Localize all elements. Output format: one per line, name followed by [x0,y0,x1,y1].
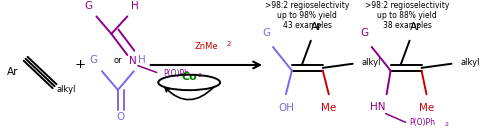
Text: alkyl: alkyl [56,85,76,94]
Text: G: G [90,55,98,65]
Text: 43 examples: 43 examples [283,21,332,30]
Text: H: H [132,1,139,11]
Text: Me: Me [419,103,434,113]
Text: 38 examples: 38 examples [382,21,432,30]
Text: O: O [116,112,125,122]
Text: Ar: Ar [311,22,322,32]
Text: Me: Me [321,103,336,113]
Text: alkyl: alkyl [460,58,480,67]
Text: OH: OH [278,103,294,113]
Text: G: G [84,1,92,11]
Text: >98:2 regioselectivity: >98:2 regioselectivity [265,1,349,10]
Text: P(O)Ph: P(O)Ph [410,118,436,127]
Text: Co: Co [182,72,197,82]
Text: alkyl: alkyl [362,58,381,67]
Text: HN: HN [370,102,386,112]
Text: up to 88% yield: up to 88% yield [377,11,437,20]
Text: H: H [138,55,145,65]
Text: Ar: Ar [410,22,422,32]
Text: ZnMe: ZnMe [195,42,218,51]
Text: P(O)Ph: P(O)Ph [164,69,190,78]
Text: N: N [129,56,136,66]
Text: 2: 2 [226,41,230,47]
Text: 2: 2 [444,122,448,127]
Text: G: G [360,28,368,38]
Text: G: G [262,28,270,38]
Text: +: + [75,58,86,71]
Text: 2: 2 [198,73,202,78]
Text: >98:2 regioselectivity: >98:2 regioselectivity [365,1,449,10]
Text: up to 98% yield: up to 98% yield [278,11,338,20]
Text: or: or [114,56,122,65]
Text: Ar: Ar [7,67,18,78]
